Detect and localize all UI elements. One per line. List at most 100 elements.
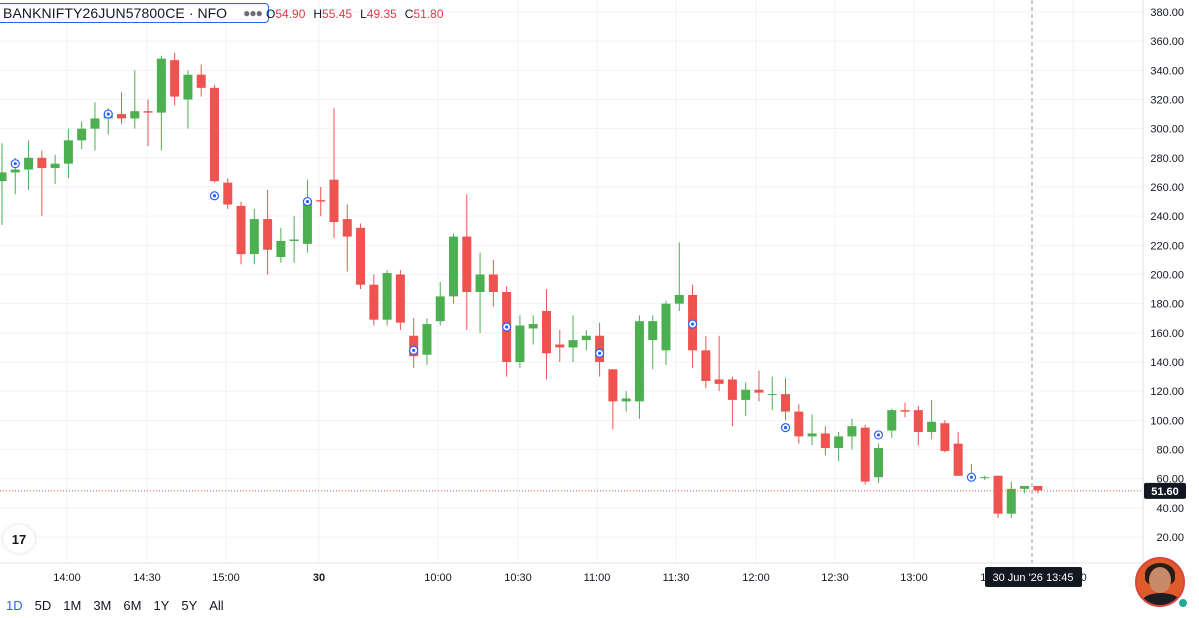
event-marker-dot bbox=[690, 322, 695, 326]
candle-body bbox=[621, 398, 631, 402]
candle-up bbox=[249, 208, 259, 265]
candle-body bbox=[953, 443, 963, 476]
y-tick-label: 60.00 bbox=[1156, 474, 1184, 486]
candle-down bbox=[488, 259, 498, 307]
x-tick-label: 15:00 bbox=[212, 572, 240, 584]
candle-down bbox=[714, 335, 724, 392]
y-tick-label: 100.00 bbox=[1150, 415, 1184, 427]
candle-body bbox=[50, 163, 60, 169]
candle-down bbox=[860, 424, 870, 485]
range-1d-button[interactable]: 1D bbox=[6, 598, 23, 613]
range-5y-button[interactable]: 5Y bbox=[181, 598, 198, 613]
candle-body bbox=[847, 426, 857, 437]
candle-body bbox=[63, 140, 73, 164]
candle-down bbox=[781, 378, 791, 421]
y-tick-label: 300.00 bbox=[1150, 124, 1184, 136]
range-all-button[interactable]: All bbox=[209, 598, 224, 613]
candle-body bbox=[236, 205, 246, 255]
candle-body bbox=[24, 157, 34, 170]
range-3m-button[interactable]: 3M bbox=[93, 598, 112, 613]
candle-up bbox=[661, 300, 671, 365]
x-tick-label: 10:00 bbox=[424, 572, 452, 584]
candle-body bbox=[834, 436, 844, 449]
candle-body bbox=[316, 200, 326, 202]
tradingview-logo-icon[interactable]: 17 bbox=[3, 525, 35, 553]
range-6m-button[interactable]: 6M bbox=[123, 598, 142, 613]
candle-up bbox=[302, 179, 312, 253]
y-tick-label: 280.00 bbox=[1150, 153, 1184, 165]
user-avatar-icon[interactable] bbox=[1135, 557, 1185, 607]
x-tick-label: 14:00 bbox=[53, 572, 81, 584]
candle-up bbox=[422, 318, 432, 365]
candle-body bbox=[701, 350, 711, 381]
symbol-selector[interactable]: BANKNIFTY26JUN57800CE · NFO ●●● bbox=[0, 3, 269, 23]
candle-body bbox=[422, 324, 432, 355]
candle-body bbox=[608, 369, 618, 402]
candle-body bbox=[382, 273, 392, 320]
candle-up bbox=[130, 70, 140, 129]
range-1m-button[interactable]: 1M bbox=[63, 598, 82, 613]
candle-body bbox=[581, 335, 591, 341]
candle-up bbox=[568, 315, 578, 362]
event-marker-dot bbox=[13, 162, 17, 166]
x-tick-label: 13:00 bbox=[900, 572, 928, 584]
y-tick-label: 260.00 bbox=[1150, 182, 1184, 194]
candle-body bbox=[528, 324, 538, 329]
candle-down bbox=[236, 201, 246, 265]
y-tick-label: 160.00 bbox=[1150, 328, 1184, 340]
candle-up bbox=[674, 242, 684, 311]
last-price-label: 51.60 bbox=[1151, 486, 1179, 498]
candle-down bbox=[1033, 485, 1043, 494]
y-tick-label: 180.00 bbox=[1150, 299, 1184, 311]
candle-body bbox=[555, 344, 565, 348]
candle-down bbox=[342, 204, 352, 272]
candle-body bbox=[0, 172, 7, 182]
candle-up bbox=[0, 143, 7, 225]
candle-up bbox=[77, 121, 87, 150]
event-marker-dot bbox=[212, 194, 217, 198]
candle-body bbox=[196, 74, 206, 88]
candle-down bbox=[940, 420, 950, 453]
candle-down bbox=[316, 187, 326, 217]
candle-down bbox=[727, 376, 737, 427]
candle-up bbox=[24, 140, 34, 190]
candle-up bbox=[435, 281, 445, 326]
candle-down bbox=[541, 289, 551, 380]
y-tick-label: 240.00 bbox=[1150, 211, 1184, 223]
candle-down bbox=[369, 274, 379, 326]
event-marker-dot bbox=[969, 475, 974, 479]
candle-up bbox=[1020, 485, 1030, 494]
online-status-icon bbox=[1178, 598, 1188, 608]
candle-up bbox=[1006, 481, 1016, 519]
candle-down bbox=[953, 432, 963, 476]
range-5d-button[interactable]: 5D bbox=[34, 598, 52, 613]
candle-body bbox=[263, 219, 273, 250]
candle-down bbox=[820, 426, 830, 456]
candle-down bbox=[754, 370, 764, 402]
ohlc-low: L49.35 bbox=[360, 7, 397, 21]
candle-body bbox=[462, 236, 472, 292]
range-1y-button[interactable]: 1Y bbox=[153, 598, 170, 613]
candle-body bbox=[541, 310, 551, 354]
y-tick-label: 200.00 bbox=[1150, 270, 1184, 282]
candle-up bbox=[927, 399, 937, 440]
candle-body bbox=[488, 274, 498, 292]
candle-body bbox=[449, 236, 459, 297]
candle-down bbox=[409, 318, 419, 368]
candle-up bbox=[50, 154, 60, 185]
candle-down bbox=[223, 178, 233, 209]
y-tick-label: 380.00 bbox=[1150, 7, 1184, 19]
candle-up bbox=[648, 315, 658, 370]
candle-body bbox=[860, 427, 870, 482]
candle-up bbox=[887, 408, 897, 438]
candle-down bbox=[913, 405, 923, 446]
candle-up bbox=[183, 70, 193, 129]
candle-body bbox=[714, 379, 724, 384]
event-marker-dot bbox=[598, 351, 602, 355]
candle-body bbox=[568, 340, 578, 348]
candle-body bbox=[209, 87, 219, 182]
candle-body bbox=[940, 423, 950, 451]
candle-down bbox=[196, 64, 206, 97]
ellipsis-icon[interactable]: ●●● bbox=[243, 6, 263, 20]
